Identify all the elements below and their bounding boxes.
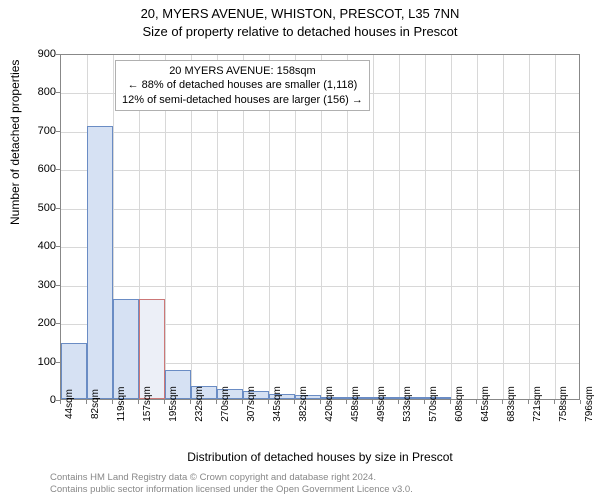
xtick-label: 645sqm [480,386,491,422]
ytick-label: 200 [26,317,56,329]
gridline-v [503,55,504,399]
xtick-mark [528,400,529,404]
histogram-bar [113,299,139,399]
ytick-mark [56,92,60,93]
xtick-mark [190,400,191,404]
xtick-label: 458sqm [350,386,361,422]
ytick-label: 400 [26,240,56,252]
gridline-v [399,55,400,399]
xtick-label: 82sqm [90,389,101,419]
ytick-mark [56,285,60,286]
xtick-label: 157sqm [142,386,153,422]
annotation-box: 20 MYERS AVENUE: 158sqm ← 88% of detache… [115,60,370,111]
annotation-line2: ← 88% of detached houses are smaller (1,… [122,78,363,92]
ytick-mark [56,169,60,170]
annotation-line3: 12% of semi-detached houses are larger (… [122,93,363,107]
annotation-line1: 20 MYERS AVENUE: 158sqm [122,64,363,78]
xtick-mark [580,400,581,404]
footer-line2: Contains public sector information licen… [50,484,413,496]
xtick-mark [554,400,555,404]
xtick-label: 307sqm [246,386,257,422]
xtick-mark [216,400,217,404]
gridline-v [555,55,556,399]
xtick-mark [346,400,347,404]
xtick-label: 608sqm [454,386,465,422]
ytick-mark [56,54,60,55]
xtick-mark [164,400,165,404]
ytick-mark [56,362,60,363]
xtick-label: 533sqm [402,386,413,422]
gridline-v [477,55,478,399]
ytick-label: 700 [26,125,56,137]
xtick-label: 758sqm [558,386,569,422]
gridline-v [451,55,452,399]
xtick-mark [86,400,87,404]
xtick-mark [450,400,451,404]
ytick-label: 300 [26,279,56,291]
y-axis-label: Number of detached properties [8,60,22,225]
ytick-label: 100 [26,356,56,368]
gridline-v [373,55,374,399]
xtick-label: 232sqm [194,386,205,422]
xtick-label: 683sqm [506,386,517,422]
xtick-mark [112,400,113,404]
gridline-v [425,55,426,399]
ytick-mark [56,246,60,247]
footer-line1: Contains HM Land Registry data © Crown c… [50,472,413,484]
ytick-label: 600 [26,163,56,175]
ytick-label: 0 [26,394,56,406]
chart-title-line2: Size of property relative to detached ho… [0,23,600,39]
xtick-label: 270sqm [220,386,231,422]
xtick-mark [476,400,477,404]
xtick-label: 796sqm [584,386,595,422]
highlight-band [139,299,165,399]
ytick-label: 900 [26,48,56,60]
xtick-mark [320,400,321,404]
ytick-label: 500 [26,202,56,214]
xtick-mark [502,400,503,404]
x-axis-label: Distribution of detached houses by size … [20,450,600,464]
xtick-mark [242,400,243,404]
ytick-label: 800 [26,86,56,98]
xtick-label: 195sqm [168,386,179,422]
xtick-mark [138,400,139,404]
xtick-label: 44sqm [64,389,75,419]
xtick-mark [60,400,61,404]
xtick-mark [268,400,269,404]
xtick-label: 345sqm [272,386,283,422]
ytick-mark [56,323,60,324]
histogram-bar [87,126,113,399]
xtick-label: 420sqm [324,386,335,422]
xtick-mark [424,400,425,404]
xtick-label: 570sqm [428,386,439,422]
chart-title-line1: 20, MYERS AVENUE, WHISTON, PRESCOT, L35 … [0,0,600,23]
ytick-mark [56,208,60,209]
xtick-mark [294,400,295,404]
xtick-label: 495sqm [376,386,387,422]
xtick-label: 382sqm [298,386,309,422]
xtick-label: 721sqm [532,386,543,422]
footer-attribution: Contains HM Land Registry data © Crown c… [50,472,413,496]
xtick-mark [398,400,399,404]
xtick-label: 119sqm [116,387,127,422]
ytick-mark [56,131,60,132]
xtick-mark [372,400,373,404]
gridline-v [529,55,530,399]
